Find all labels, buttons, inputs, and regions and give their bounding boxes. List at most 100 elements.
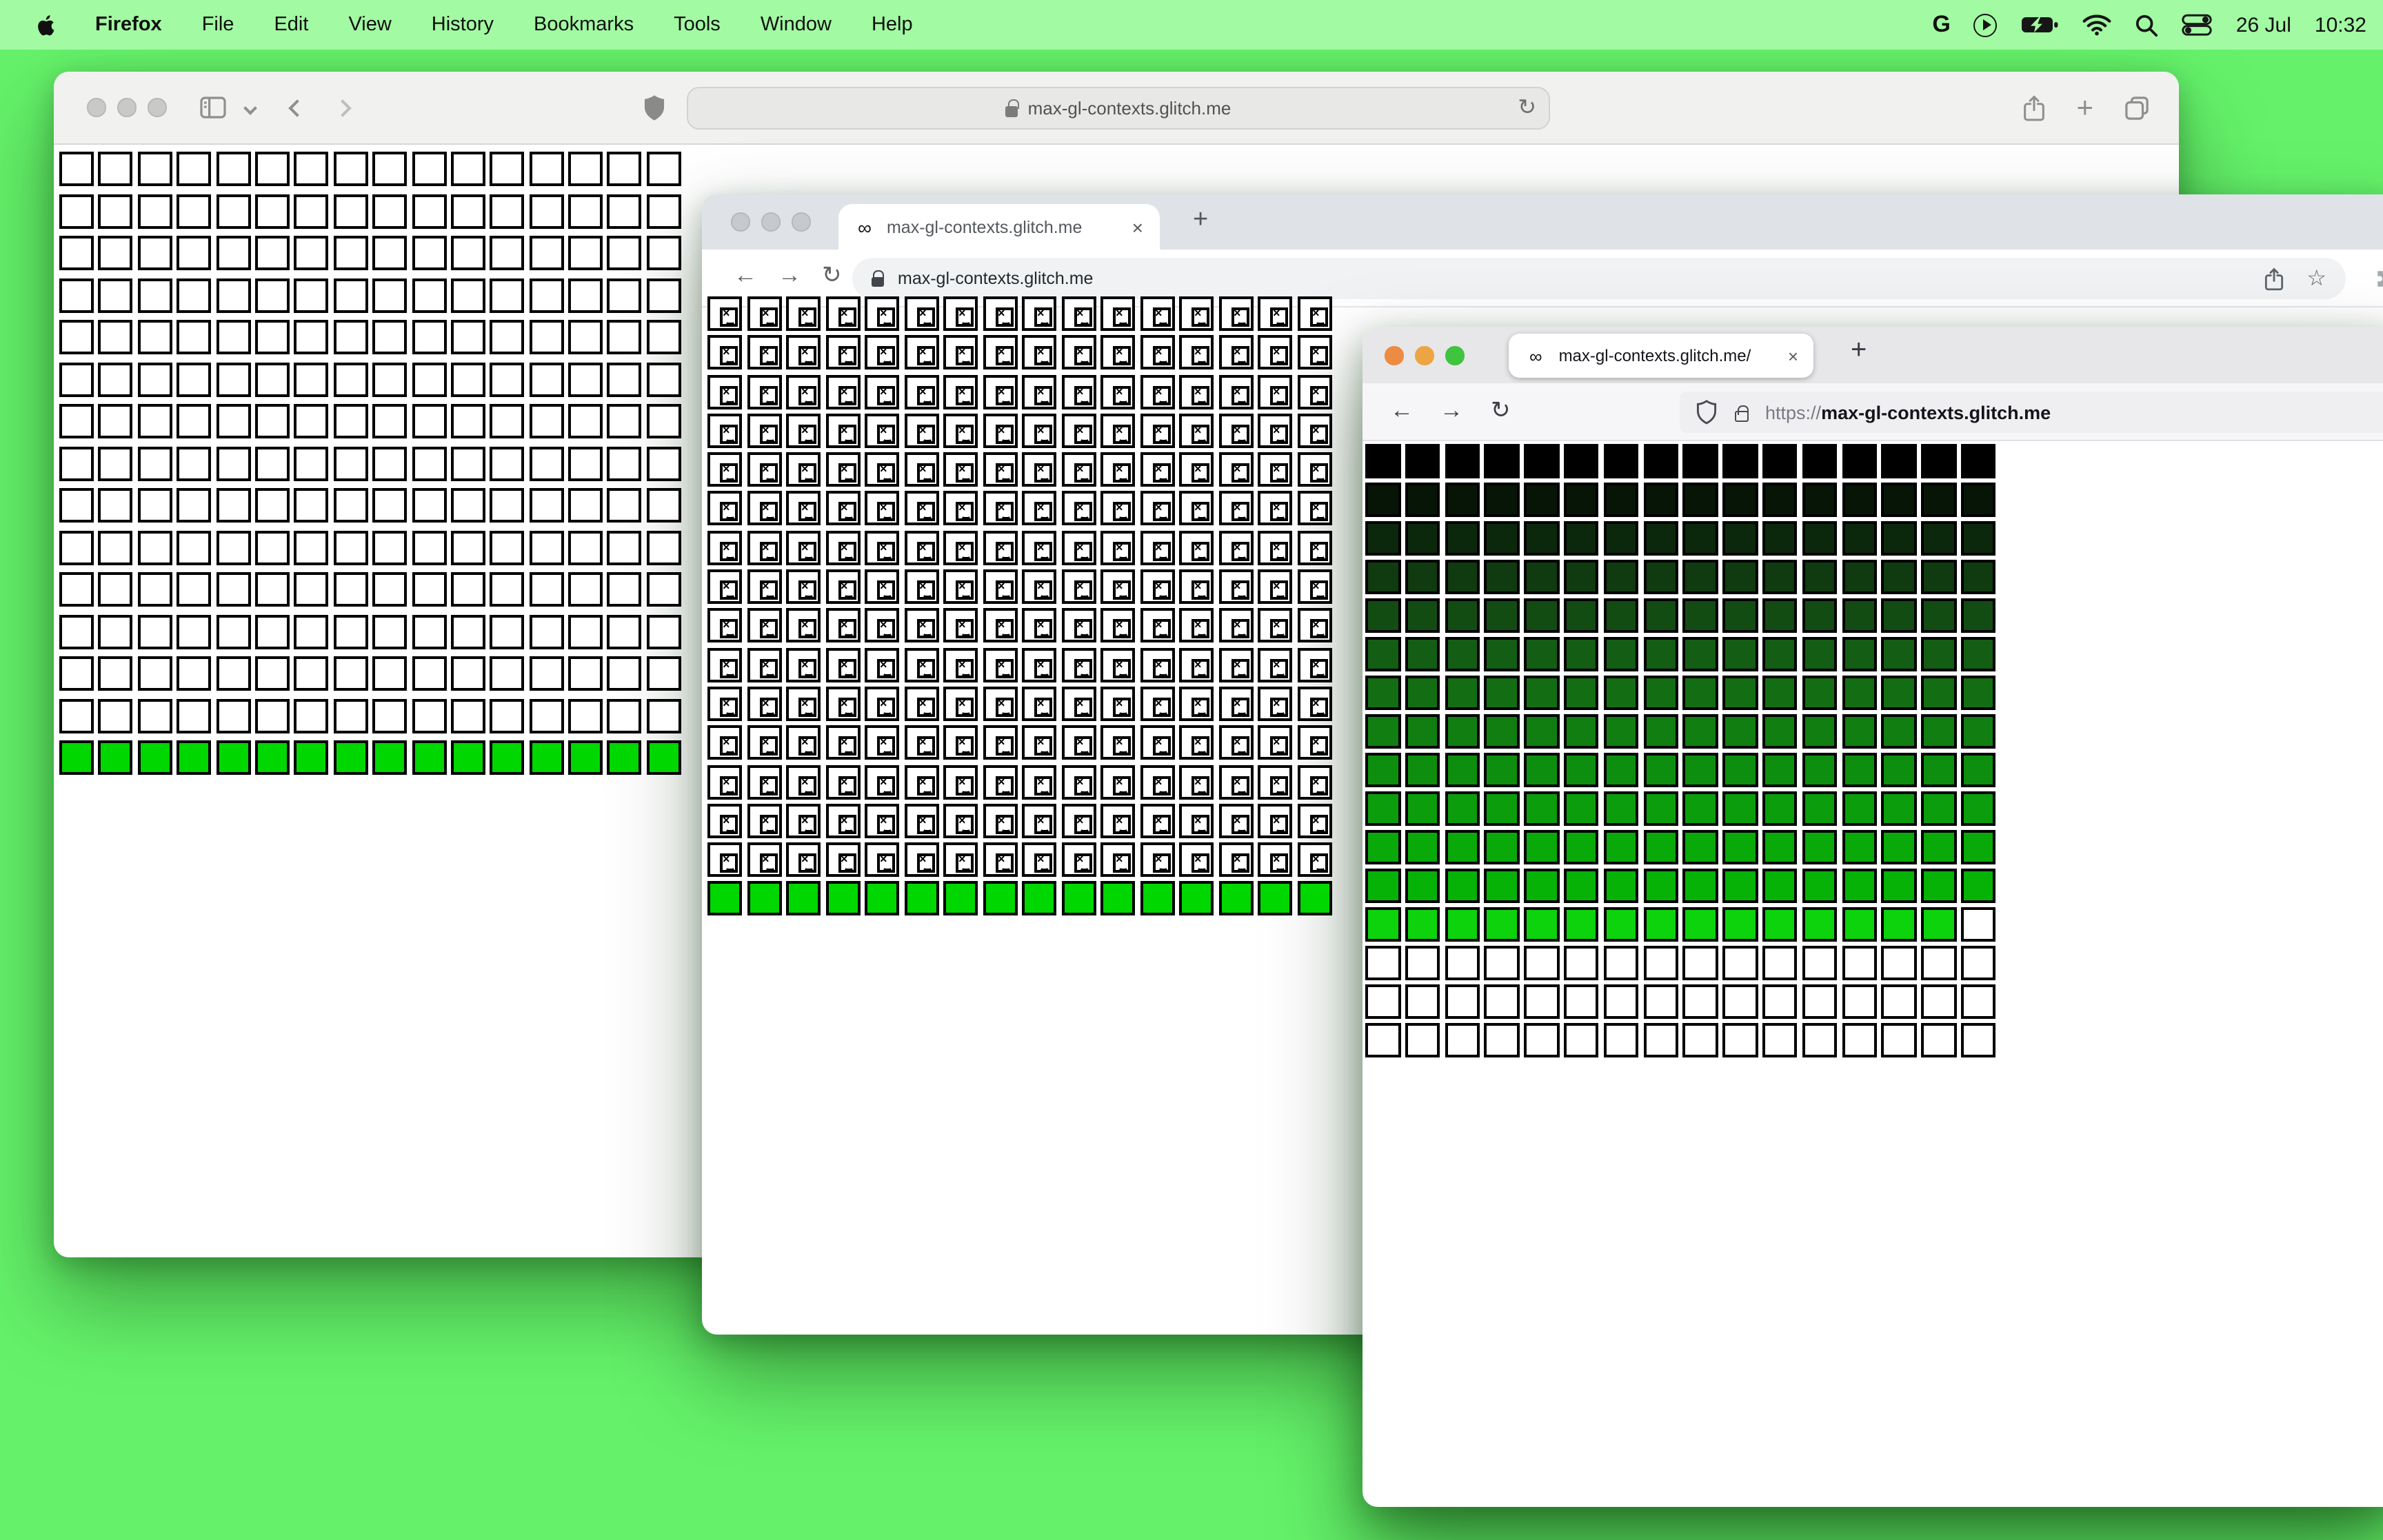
reload-icon[interactable]: ↻	[1518, 97, 1536, 120]
back-icon[interactable]	[288, 99, 305, 116]
zoom-button[interactable]	[148, 98, 166, 117]
broken-image-cell: ×	[825, 764, 860, 800]
minimize-button[interactable]	[761, 212, 780, 231]
broken-image-cell: ×	[904, 764, 938, 800]
broken-image-cell: ×	[1258, 569, 1292, 605]
canvas-cell-gradient	[1682, 676, 1718, 710]
minimize-button[interactable]	[117, 98, 136, 117]
minimize-button[interactable]	[1415, 346, 1434, 365]
menu-app-firefox[interactable]: Firefox	[95, 14, 162, 36]
new-tab-button[interactable]: +	[1851, 335, 1867, 365]
canvas-cell-green	[59, 740, 94, 775]
menu-history[interactable]: History	[431, 14, 494, 36]
broken-image-icon: ×	[916, 462, 934, 483]
menubar-date[interactable]: 26 Jul	[2235, 13, 2291, 37]
broken-image-cell: ×	[1140, 803, 1174, 838]
play-circle-icon[interactable]	[1973, 13, 1998, 37]
canvas-cell-gradient	[1722, 598, 1758, 633]
canvas-cell-green	[865, 881, 899, 916]
back-icon[interactable]: ←	[1390, 397, 1414, 423]
chrome-url-bar[interactable]: max-gl-contexts.glitch.me ☆	[852, 258, 2346, 299]
back-icon[interactable]: ←	[734, 262, 757, 288]
battery-charging-icon[interactable]	[2021, 15, 2060, 34]
zoom-button[interactable]	[792, 212, 810, 231]
canvas-cell	[490, 656, 525, 691]
control-center-icon[interactable]	[2182, 14, 2213, 36]
sidebar-icon[interactable]	[199, 97, 225, 119]
close-button[interactable]	[87, 98, 105, 117]
tab-overview-icon[interactable]	[2125, 97, 2149, 120]
menu-view[interactable]: View	[348, 14, 392, 36]
close-button[interactable]	[1385, 346, 1403, 365]
forward-icon[interactable]: →	[778, 262, 801, 288]
new-tab-button[interactable]: +	[1193, 205, 1209, 234]
zoom-button[interactable]	[1445, 346, 1464, 365]
canvas-cell	[529, 488, 564, 523]
broken-image-icon: ×	[1270, 384, 1288, 405]
canvas-cell	[177, 404, 212, 438]
reload-icon[interactable]: ↻	[1491, 397, 1511, 423]
broken-image-cell: ×	[747, 452, 781, 487]
broken-image-cell: ×	[904, 452, 938, 487]
menu-bookmarks[interactable]: Bookmarks	[534, 14, 634, 36]
menu-help[interactable]: Help	[871, 14, 913, 36]
canvas-cell	[607, 194, 642, 228]
broken-image-cell: ×	[1258, 335, 1292, 370]
canvas-cell	[98, 614, 133, 649]
wifi-icon[interactable]	[2083, 14, 2112, 36]
chevron-down-icon[interactable]	[243, 101, 257, 114]
google-status-icon[interactable]: G	[1932, 11, 1951, 37]
broken-image-cell: ×	[747, 569, 781, 605]
firefox-url-bar[interactable]: https://max-gl-contexts.glitch.me	[1680, 392, 2383, 433]
broken-image-cell: ×	[1218, 491, 1253, 526]
apple-icon[interactable]	[36, 13, 55, 37]
forward-icon[interactable]	[333, 99, 351, 116]
canvas-cell-gradient	[1921, 676, 1957, 710]
canvas-cell	[490, 320, 525, 354]
new-tab-icon[interactable]: +	[2076, 92, 2093, 124]
extensions-puzzle-icon[interactable]	[2373, 266, 2383, 291]
close-button[interactable]	[731, 212, 750, 231]
spotlight-search-icon[interactable]	[2135, 13, 2159, 37]
canvas-cell-gradient	[1762, 791, 1798, 826]
broken-image-cell: ×	[943, 491, 978, 526]
tracking-shield-icon[interactable]	[1696, 400, 1717, 425]
share-icon[interactable]	[2264, 267, 2283, 290]
menu-window[interactable]: Window	[760, 14, 832, 36]
chrome-active-tab[interactable]: ∞ max-gl-contexts.glitch.me ×	[838, 204, 1160, 250]
safari-url-bar[interactable]: max-gl-contexts.glitch.me ↻	[687, 87, 1550, 130]
menubar-time[interactable]: 10:32	[2314, 13, 2366, 37]
broken-image-icon: ×	[798, 813, 816, 834]
broken-image-icon: ×	[759, 384, 777, 405]
canvas-cell	[529, 530, 564, 565]
canvas-cell-white	[1682, 984, 1718, 1019]
canvas-cell-gradient	[1405, 791, 1440, 826]
broken-image-icon: ×	[1270, 813, 1288, 834]
canvas-cell-white	[1524, 984, 1560, 1019]
canvas-cell	[412, 362, 447, 396]
canvas-cell	[607, 698, 642, 733]
menu-edit[interactable]: Edit	[274, 14, 309, 36]
tab-close-icon[interactable]: ×	[1787, 345, 1798, 366]
menu-bar: Firefox File Edit View History Bookmarks…	[0, 0, 2383, 50]
menu-file[interactable]: File	[201, 14, 234, 36]
broken-image-cell: ×	[1297, 608, 1331, 643]
menu-tools[interactable]: Tools	[674, 14, 721, 36]
broken-image-cell: ×	[1258, 452, 1292, 487]
canvas-cell-green	[1563, 907, 1599, 942]
reload-icon[interactable]: ↻	[822, 262, 842, 288]
privacy-shield-icon[interactable]	[644, 95, 665, 121]
broken-image-cell: ×	[1140, 686, 1174, 721]
broken-image-icon: ×	[916, 774, 934, 796]
share-icon[interactable]	[2022, 95, 2044, 121]
broken-image-cell: ×	[1022, 530, 1056, 565]
forward-icon[interactable]: →	[1440, 397, 1463, 423]
tab-close-icon[interactable]: ×	[1132, 216, 1143, 238]
bookmark-star-icon[interactable]: ☆	[2306, 267, 2326, 291]
firefox-active-tab[interactable]: ∞ max-gl-contexts.glitch.me/ ×	[1509, 334, 1813, 378]
canvas-cell-gradient	[1842, 521, 1878, 556]
canvas-cell	[333, 698, 368, 733]
broken-image-cell: ×	[747, 686, 781, 721]
broken-image-icon: ×	[956, 852, 974, 873]
canvas-cell-gradient	[1563, 714, 1599, 749]
